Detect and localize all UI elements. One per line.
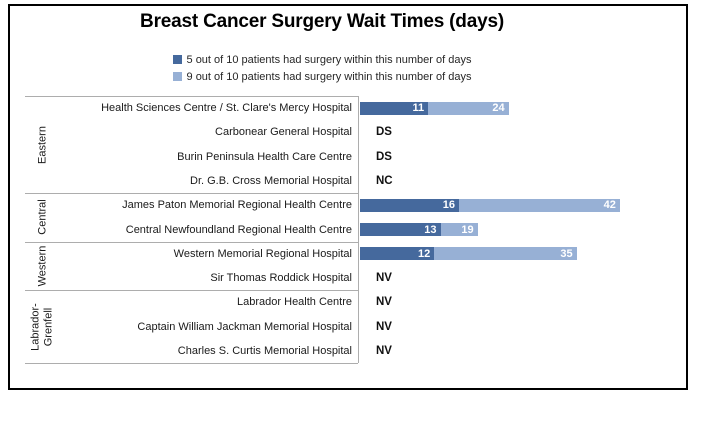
legend: 5 out of 10 patients had surgery within … xyxy=(10,51,634,86)
legend-items: 5 out of 10 patients had surgery within … xyxy=(172,51,472,85)
group-separator-line xyxy=(25,363,358,364)
data-status-code: DS xyxy=(376,126,392,139)
group-separator-line xyxy=(25,96,358,97)
bar-value-p50: 16 xyxy=(442,199,455,212)
hospital-label: Labrador Health Centre xyxy=(237,296,352,309)
bar-segment-p50: 12 xyxy=(360,247,435,261)
region-label: Eastern xyxy=(35,125,48,164)
bar-segment-p90: 19 xyxy=(440,223,478,236)
hospital-label: Dr. G.B. Cross Memorial Hospital xyxy=(190,174,352,187)
hospital-label: Western Memorial Regional Hospital xyxy=(173,247,352,260)
bar-segment-p50: 13 xyxy=(360,223,441,236)
hospital-label: James Paton Memorial Regional Health Cen… xyxy=(122,199,352,212)
group-separator-line xyxy=(25,193,358,195)
hospital-label: Sir Thomas Roddick Hospital xyxy=(210,272,352,285)
region-label: Central xyxy=(35,199,48,236)
bar-row: 13 19 xyxy=(360,223,478,236)
bar-row: 11 24 xyxy=(360,101,509,115)
region-cell: Labrador-Grenfell xyxy=(25,290,59,363)
group-separator-line xyxy=(25,241,358,243)
hospital-label: Charles S. Curtis Memorial Hospital xyxy=(177,344,352,357)
region-cell: Eastern xyxy=(25,96,59,193)
group-separator-line xyxy=(25,290,358,292)
data-status-code: NV xyxy=(376,296,392,309)
region-cell: Western xyxy=(25,242,59,291)
bar-value-p90: 19 xyxy=(461,223,474,236)
bar-value-p90: 35 xyxy=(560,247,573,260)
bar-value-p90: 42 xyxy=(603,199,616,212)
region-label: Labrador-Grenfell xyxy=(29,302,55,351)
data-status-code: NV xyxy=(376,320,392,333)
data-status-code: NV xyxy=(376,272,392,285)
legend-label: 5 out of 10 patients had surgery within … xyxy=(186,53,472,66)
hospital-label: Central Newfoundland Regional Health Cen… xyxy=(125,223,352,236)
data-status-code: DS xyxy=(376,150,392,163)
data-status-code: NV xyxy=(376,344,392,357)
hospital-label: Health Sciences Centre / St. Clare's Mer… xyxy=(101,102,352,115)
legend-swatch-light-icon xyxy=(172,72,182,81)
legend-item: 5 out of 10 patients had surgery within … xyxy=(172,51,472,68)
bar-value-p90: 24 xyxy=(492,102,505,115)
bar-segment-p90: 35 xyxy=(434,247,577,261)
bar-segment-p90: 42 xyxy=(459,198,620,212)
bar-segment-p50: 11 xyxy=(360,101,429,115)
region-cell: Central xyxy=(25,193,59,242)
chart-border: Breast Cancer Surgery Wait Times (days) … xyxy=(8,4,688,390)
bar-segment-p90: 24 xyxy=(428,101,509,115)
data-status-code: NC xyxy=(376,174,393,187)
hospital-label: Carbonear General Hospital xyxy=(215,126,352,139)
bar-segment-p50: 16 xyxy=(360,198,459,212)
hospital-label: Captain William Jackman Memorial Hospita… xyxy=(137,320,352,333)
bar-value-p50: 11 xyxy=(412,102,425,115)
bar-value-p50: 13 xyxy=(424,223,437,236)
legend-swatch-dark-icon xyxy=(172,55,182,64)
bar-value-p50: 12 xyxy=(418,247,431,260)
hospital-label: Burin Peninsula Health Care Centre xyxy=(177,150,352,163)
bar-row: 16 42 xyxy=(360,198,620,212)
legend-label: 9 out of 10 patients had surgery within … xyxy=(186,70,472,83)
legend-item: 9 out of 10 patients had surgery within … xyxy=(172,68,472,85)
region-label: Western xyxy=(35,245,48,287)
category-axis-line xyxy=(358,96,359,363)
chart-title: Breast Cancer Surgery Wait Times (days) xyxy=(140,11,504,32)
bar-row: 12 35 xyxy=(360,247,577,261)
